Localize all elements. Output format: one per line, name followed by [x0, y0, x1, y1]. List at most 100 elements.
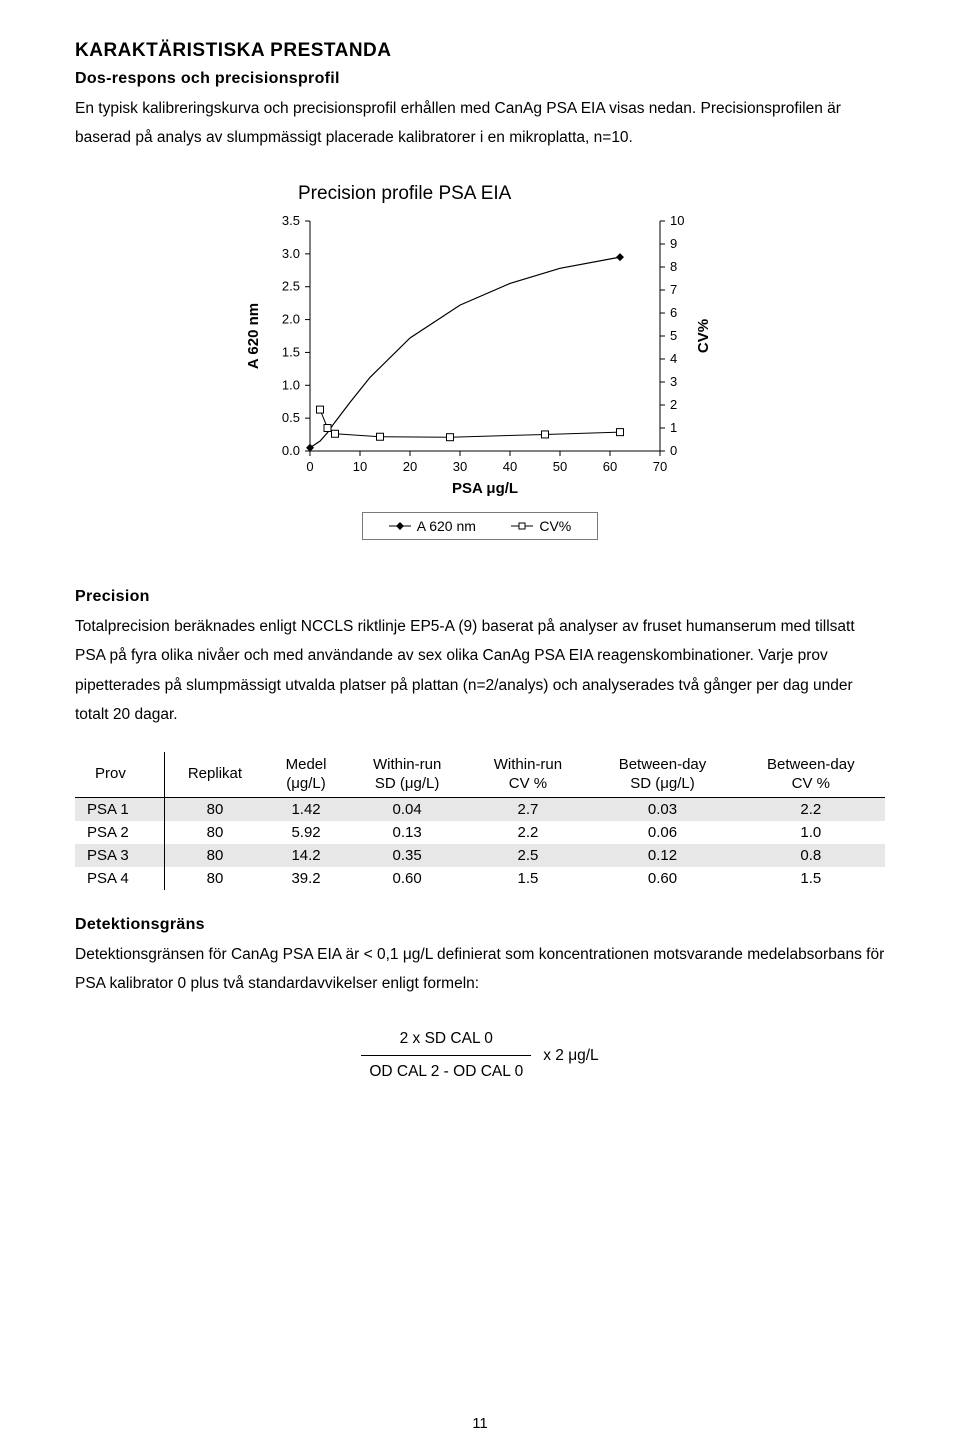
- cell-bd_cv: 2.2: [737, 797, 885, 821]
- section-detection: Detektionsgräns: [75, 916, 885, 934]
- page-title: KARAKTÄRISTISKA PRESTANDA: [75, 40, 885, 62]
- svg-text:5: 5: [670, 328, 677, 343]
- chart-title: Precision profile PSA EIA: [298, 183, 720, 205]
- paragraph-intro: En typisk kalibreringskurva och precisio…: [75, 94, 885, 153]
- svg-text:CV%: CV%: [695, 319, 712, 353]
- paragraph-detection: Detektionsgränsen för CanAg PSA EIA är <…: [75, 940, 885, 999]
- cell-wr_cv: 2.2: [468, 821, 589, 844]
- cell-bd_sd: 0.12: [588, 844, 736, 867]
- svg-text:4: 4: [670, 351, 677, 366]
- th-medel-a: Medel: [286, 756, 327, 773]
- svg-text:1: 1: [670, 420, 677, 435]
- precision-table: Prov Replikat Medel (μg/L) Within-run SD…: [75, 752, 885, 890]
- table-row: PSA 1801.420.042.70.032.2: [75, 797, 885, 821]
- cell-rep: 80: [164, 867, 265, 890]
- svg-text:PSA μg/L: PSA μg/L: [452, 480, 518, 497]
- cell-mean: 5.92: [265, 821, 346, 844]
- page-number: 11: [0, 1415, 960, 1432]
- cell-label: PSA 3: [75, 844, 164, 867]
- svg-text:40: 40: [503, 459, 517, 474]
- chart-svg: 0 10 20 30 40 50 60 70 0.0 0.5 1.0 1.5 2.0 2.5 3.0 3.5 0…: [240, 211, 720, 501]
- svg-text:1.0: 1.0: [282, 377, 300, 392]
- cell-label: PSA 4: [75, 867, 164, 890]
- th-prov: Prov: [75, 752, 164, 798]
- cell-mean: 1.42: [265, 797, 346, 821]
- cell-wr_cv: 2.7: [468, 797, 589, 821]
- th-bd-sd-b: SD (μg/L): [630, 775, 695, 792]
- cell-label: PSA 2: [75, 821, 164, 844]
- svg-text:9: 9: [670, 236, 677, 251]
- table-row: PSA 2805.920.132.20.061.0: [75, 821, 885, 844]
- th-wr-cv-b: CV %: [509, 775, 547, 792]
- th-wr-sd-a: Within-run: [373, 756, 441, 773]
- paragraph-precision: Totalprecision beräknades enligt NCCLS r…: [75, 612, 885, 730]
- cell-bd_sd: 0.03: [588, 797, 736, 821]
- svg-text:20: 20: [403, 459, 417, 474]
- cell-bd_sd: 0.06: [588, 821, 736, 844]
- cell-wr_sd: 0.13: [347, 821, 468, 844]
- th-wr-cv-a: Within-run: [494, 756, 562, 773]
- svg-text:3: 3: [670, 374, 677, 389]
- table-row: PSA 48039.20.601.50.601.5: [75, 867, 885, 890]
- cell-bd_sd: 0.60: [588, 867, 736, 890]
- svg-text:3.5: 3.5: [282, 213, 300, 228]
- th-wr-sd-b: SD (μg/L): [375, 775, 440, 792]
- cell-rep: 80: [164, 797, 265, 821]
- formula-denominator: OD CAL 2 - OD CAL 0: [361, 1055, 531, 1085]
- detection-formula: 2 x SD CAL 0 OD CAL 2 - OD CAL 0 x 2 μg/…: [320, 1027, 640, 1086]
- th-medel-b: (μg/L): [286, 775, 326, 792]
- th-wr-cv: Within-run CV %: [468, 752, 589, 798]
- svg-text:8: 8: [670, 259, 677, 274]
- svg-text:0.0: 0.0: [282, 443, 300, 458]
- th-medel: Medel (μg/L): [265, 752, 346, 798]
- svg-text:6: 6: [670, 305, 677, 320]
- svg-text:30: 30: [453, 459, 467, 474]
- svg-text:0: 0: [306, 459, 313, 474]
- legend-cv-label: CV%: [539, 518, 571, 534]
- chart-legend: A 620 nm CV%: [362, 512, 598, 540]
- legend-cv: CV%: [511, 518, 571, 534]
- svg-text:3.0: 3.0: [282, 246, 300, 261]
- svg-text:50: 50: [553, 459, 567, 474]
- th-bd-sd-a: Between-day: [619, 756, 707, 773]
- cell-rep: 80: [164, 844, 265, 867]
- cell-bd_cv: 1.0: [737, 821, 885, 844]
- cell-mean: 39.2: [265, 867, 346, 890]
- cell-wr_cv: 2.5: [468, 844, 589, 867]
- svg-text:2: 2: [670, 397, 677, 412]
- svg-text:0.5: 0.5: [282, 410, 300, 425]
- formula-suffix: x 2 μg/L: [543, 1047, 598, 1065]
- cell-label: PSA 1: [75, 797, 164, 821]
- svg-text:2.5: 2.5: [282, 279, 300, 294]
- legend-a620: A 620 nm: [389, 518, 476, 534]
- th-bd-cv: Between-day CV %: [737, 752, 885, 798]
- svg-text:2.0: 2.0: [282, 311, 300, 326]
- svg-text:0: 0: [670, 443, 677, 458]
- svg-text:10: 10: [353, 459, 367, 474]
- th-bd-cv-b: CV %: [792, 775, 830, 792]
- cell-wr_sd: 0.60: [347, 867, 468, 890]
- cell-wr_cv: 1.5: [468, 867, 589, 890]
- svg-text:70: 70: [653, 459, 667, 474]
- table-row: PSA 38014.20.352.50.120.8: [75, 844, 885, 867]
- cell-mean: 14.2: [265, 844, 346, 867]
- section-precision: Precision: [75, 588, 885, 606]
- th-bd-sd: Between-day SD (μg/L): [588, 752, 736, 798]
- svg-text:10: 10: [670, 213, 684, 228]
- svg-text:1.5: 1.5: [282, 344, 300, 359]
- legend-a620-label: A 620 nm: [417, 518, 476, 534]
- svg-text:60: 60: [603, 459, 617, 474]
- svg-text:7: 7: [670, 282, 677, 297]
- formula-numerator: 2 x SD CAL 0: [392, 1027, 501, 1056]
- cell-bd_cv: 1.5: [737, 867, 885, 890]
- cell-bd_cv: 0.8: [737, 844, 885, 867]
- cell-wr_sd: 0.04: [347, 797, 468, 821]
- th-wr-sd: Within-run SD (μg/L): [347, 752, 468, 798]
- th-bd-cv-a: Between-day: [767, 756, 855, 773]
- th-replikat: Replikat: [164, 752, 265, 798]
- precision-chart: Precision profile PSA EIA 01020304050607…: [240, 183, 720, 540]
- svg-text:A 620 nm: A 620 nm: [245, 303, 262, 369]
- cell-rep: 80: [164, 821, 265, 844]
- cell-wr_sd: 0.35: [347, 844, 468, 867]
- section-dose-response: Dos-respons och precisionsprofil: [75, 70, 885, 88]
